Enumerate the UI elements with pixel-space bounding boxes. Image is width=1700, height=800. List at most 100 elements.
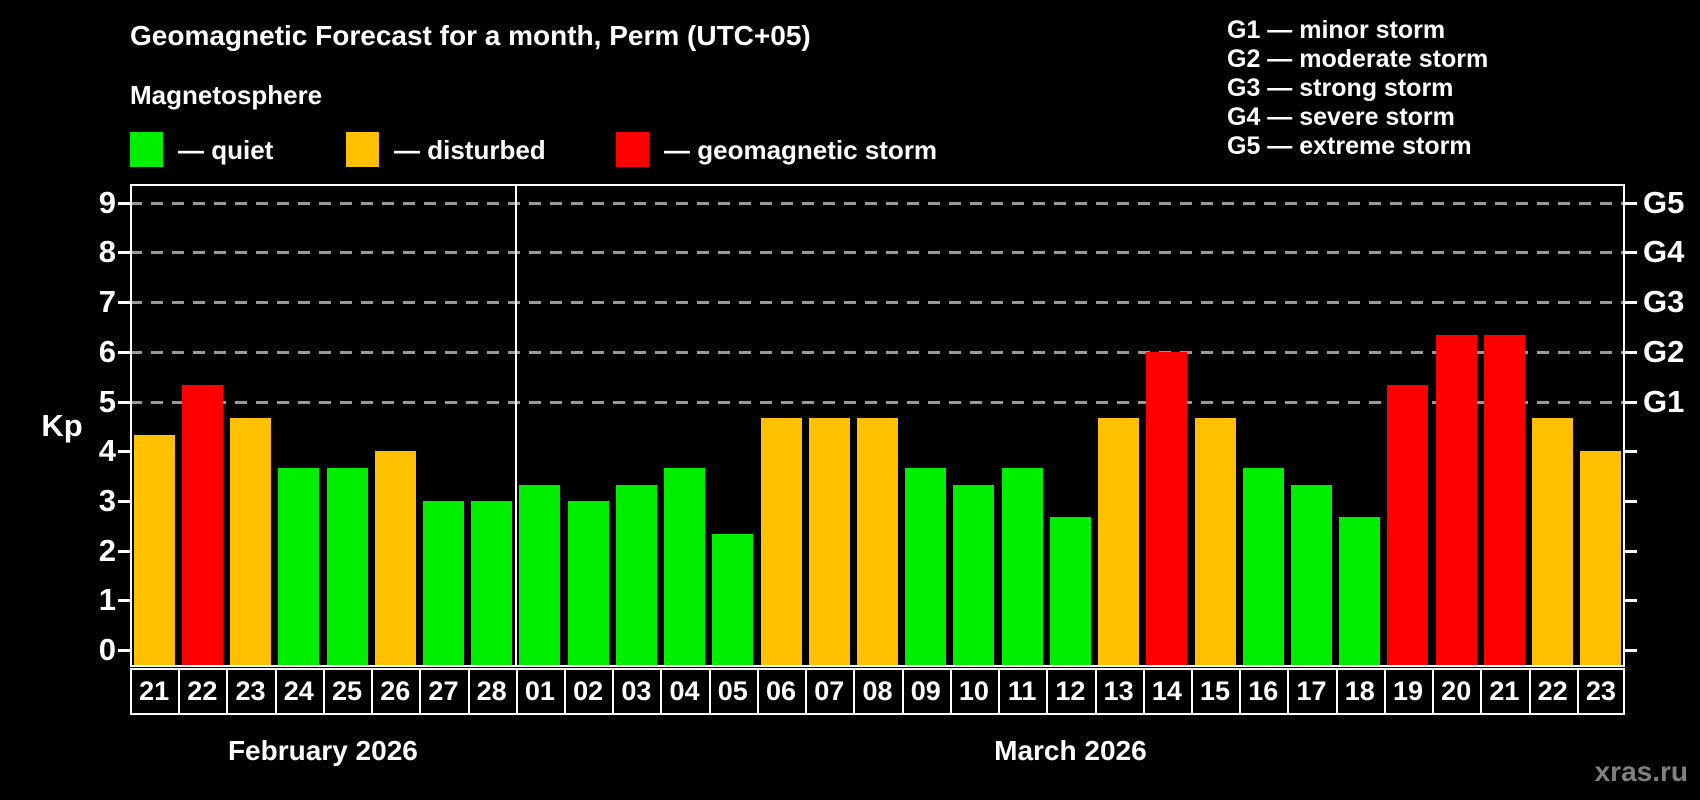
g-scale-legend-line: G2 — moderate storm	[1227, 45, 1489, 73]
legend-heading: Magnetosphere	[130, 80, 323, 110]
kp-bar-february-22	[181, 385, 223, 667]
y-axis-tick-left-2	[118, 549, 130, 553]
kp-bar-february-27	[422, 500, 464, 667]
y-axis-tick-left-0	[118, 649, 130, 652]
y-axis-tick-right-0	[1625, 649, 1637, 652]
g-scale-legend-line: G3 — strong storm	[1227, 74, 1454, 102]
y-axis-title: Kp	[41, 408, 83, 443]
kp-bar-february-25	[326, 467, 368, 667]
disturbed-color-swatch	[346, 132, 379, 167]
y-axis-tick-left-3	[118, 499, 130, 503]
day-cell-12: 12	[1046, 668, 1097, 715]
kp-bar-march-14	[1146, 351, 1188, 667]
y-axis-tick-left-9	[118, 201, 130, 205]
day-cell-22: 22	[1529, 668, 1579, 715]
kp-bar-march-19	[1387, 385, 1429, 667]
y-axis-tick-right-4	[1625, 450, 1637, 454]
quiet-color-swatch	[130, 132, 163, 167]
y-axis-tick-left-4	[118, 450, 130, 454]
plot-area	[130, 184, 1625, 667]
y-axis-label-7: 7	[98, 284, 116, 320]
kp-bar-march-02	[567, 500, 609, 667]
gridline-kp5	[130, 400, 1625, 404]
day-cell-02: 02	[564, 668, 615, 715]
day-cell-16: 16	[1239, 668, 1290, 715]
month-label-february: February 2026	[227, 735, 418, 766]
day-cell-18: 18	[1336, 668, 1386, 715]
kp-bar-march-17	[1291, 484, 1333, 667]
day-cell-03: 03	[612, 668, 663, 715]
g-scale-legend-line: G4 — severe storm	[1227, 103, 1455, 131]
y-axis-tick-right-9	[1625, 201, 1637, 205]
day-cell-25: 25	[323, 668, 374, 715]
kp-bar-march-23	[1580, 451, 1622, 667]
kp-bar-february-21	[133, 434, 175, 667]
kp-bar-march-06	[760, 417, 802, 667]
kp-bar-march-15	[1194, 417, 1236, 667]
day-cell-23: 23	[1585, 676, 1616, 706]
kp-bar-march-20	[1435, 335, 1477, 667]
kp-bar-february-26	[374, 451, 416, 667]
kp-bar-march-22	[1532, 417, 1574, 667]
day-cell-14: 14	[1143, 668, 1193, 715]
y-axis-tick-left-5	[118, 400, 130, 404]
day-cell-26: 26	[371, 668, 422, 715]
day-cell-21: 21	[1480, 668, 1531, 715]
y-axis-label-8: 8	[98, 234, 116, 270]
y-axis-tick-right-6	[1625, 350, 1637, 354]
kp-bar-february-24	[278, 467, 320, 667]
watermark: xras.ru	[1594, 756, 1688, 787]
kp-bar-march-16	[1242, 467, 1284, 667]
g-scale-legend-line: G1 — minor storm	[1227, 16, 1446, 44]
y-axis-tick-left-8	[118, 251, 130, 255]
kp-bar-march-12	[1049, 517, 1091, 667]
y-axis-tick-left-6	[118, 350, 130, 354]
kp-bar-march-08	[856, 417, 898, 667]
day-cell-15: 15	[1191, 668, 1242, 715]
legend-item-label: — quiet	[178, 135, 274, 165]
kp-bar-march-21	[1483, 335, 1525, 667]
y-axis-tick-right-2	[1625, 549, 1637, 553]
kp-bar-march-13	[1098, 417, 1140, 667]
legend-item-label: — geomagnetic storm	[664, 135, 938, 165]
y-axis-tick-right-3	[1625, 499, 1637, 503]
y-axis-tick-right-8	[1625, 251, 1637, 255]
y-axis-label-9: 9	[98, 184, 116, 220]
kp-bar-march-01	[519, 484, 561, 667]
day-cell-04: 04	[660, 668, 711, 715]
day-cell-11: 11	[998, 668, 1049, 715]
day-cell-22: 22	[178, 668, 229, 715]
kp-bar-march-11	[1001, 467, 1043, 667]
day-cell-21: 21	[130, 668, 181, 715]
storm-color-swatch	[616, 132, 649, 167]
day-cell-27: 27	[419, 668, 470, 715]
right-axis-label-g2: G2	[1643, 333, 1685, 369]
day-cell-10: 10	[950, 668, 1001, 715]
right-axis-label-g3: G3	[1643, 284, 1685, 320]
y-axis-label-5: 5	[98, 383, 116, 419]
kp-bar-february-28	[471, 500, 513, 667]
gridline-kp9	[130, 201, 1625, 205]
right-axis-label-g4: G4	[1643, 234, 1685, 270]
gridline-kp6	[130, 350, 1625, 354]
day-cell-01: 01	[516, 668, 567, 715]
day-cell-08: 08	[853, 668, 904, 715]
y-axis-tick-left-7	[118, 301, 130, 305]
day-cell-06: 06	[757, 668, 808, 715]
day-cell-20: 20	[1432, 668, 1483, 715]
day-cell-17: 17	[1287, 668, 1338, 715]
day-cell-13: 13	[1095, 668, 1145, 715]
legend-item-label: — disturbed	[394, 135, 546, 165]
kp-bar-february-23	[230, 417, 272, 667]
y-axis-label-3: 3	[98, 482, 116, 518]
gridline-kp7	[130, 301, 1625, 305]
y-axis-label-6: 6	[98, 333, 116, 369]
gridline-kp8	[130, 251, 1625, 255]
y-axis-tick-right-5	[1625, 400, 1637, 404]
chart-title: Geomagnetic Forecast for a month, Perm (…	[130, 20, 811, 51]
month-separator	[514, 184, 517, 667]
day-cell-05: 05	[709, 668, 759, 715]
y-axis-tick-right-7	[1625, 301, 1637, 305]
right-axis-label-g1: G1	[1643, 383, 1685, 419]
